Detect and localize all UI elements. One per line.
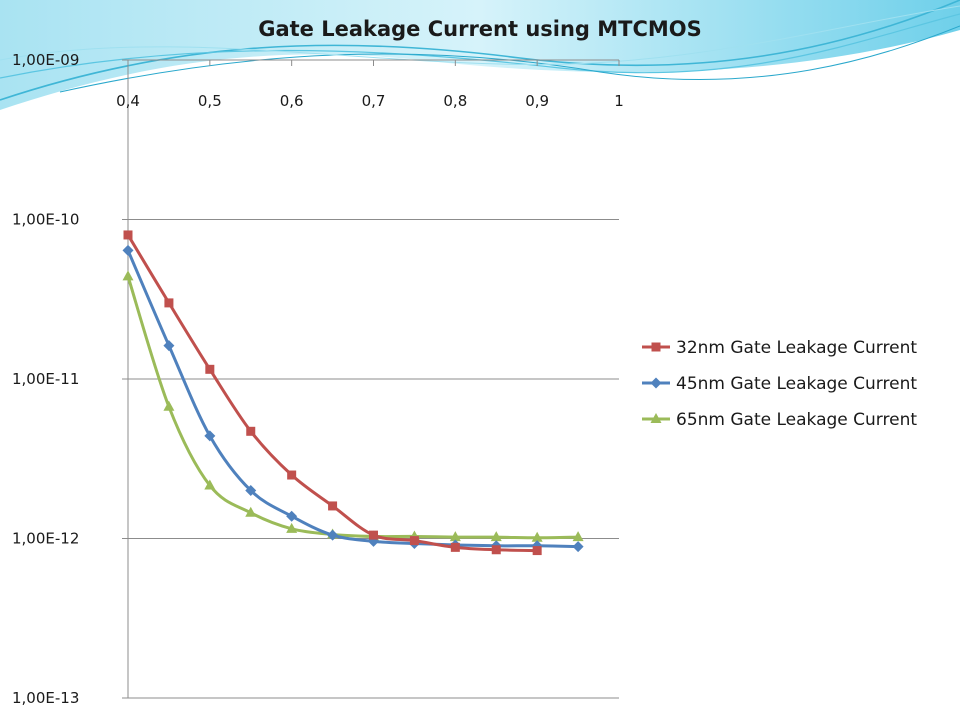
banner-wave-fill — [0, 0, 960, 110]
data-point — [532, 546, 542, 556]
y-tick-label: 1,00E-12 — [12, 530, 79, 548]
legend-item: 32nm Gate Leakage Current — [642, 338, 917, 358]
y-tick-label: 1,00E-13 — [12, 689, 79, 707]
series-65nm — [122, 270, 584, 542]
data-point — [286, 522, 298, 533]
data-point — [449, 531, 461, 542]
legend-marker — [650, 377, 662, 389]
data-point — [205, 364, 215, 374]
data-point — [245, 484, 257, 496]
data-point — [164, 298, 174, 308]
banner-wave-line-2 — [0, 13, 960, 79]
data-point — [328, 501, 338, 511]
axes: 1,00E-09 1,00E-10 1,00E-11 1,00E-12 1,00E-13… — [12, 51, 624, 707]
legend-marker — [650, 413, 662, 423]
data-point — [286, 510, 298, 522]
data-point — [572, 541, 584, 553]
data-point — [204, 430, 216, 442]
data-point — [327, 529, 339, 541]
chart-title: Gate Leakage Current using MTCMOS — [258, 17, 702, 41]
data-point — [287, 470, 297, 480]
data-point — [490, 531, 502, 542]
y-tick-label: 1,00E-11 — [12, 370, 79, 388]
legend-label: 32nm Gate Leakage Current — [676, 338, 917, 358]
data-point — [409, 536, 419, 546]
data-point — [369, 530, 378, 540]
data-point — [122, 270, 134, 281]
data-point — [163, 340, 175, 352]
x-tick-label: 0,4 — [116, 92, 140, 110]
y-tick-label: 1,00E-10 — [12, 211, 79, 229]
data-point — [450, 542, 460, 552]
x-tick-label: 0,8 — [443, 92, 467, 110]
series-32nm — [123, 230, 542, 556]
data-point — [123, 230, 133, 240]
x-tick-label: 0,6 — [280, 92, 304, 110]
data-point — [122, 244, 134, 256]
data-point — [245, 506, 257, 517]
x-tick-label: 0,9 — [525, 92, 549, 110]
data-point — [531, 531, 543, 542]
data-point — [572, 531, 584, 542]
legend-item: 45nm Gate Leakage Current — [642, 374, 917, 394]
gridlines — [122, 59, 619, 699]
legend-item: 65nm Gate Leakage Current — [642, 410, 917, 430]
x-tick-label: 0,7 — [362, 92, 386, 110]
series-line — [126, 248, 580, 549]
legend-label: 65nm Gate Leakage Current — [676, 410, 917, 430]
data-point — [246, 426, 256, 436]
x-tick-label: 0,5 — [198, 92, 222, 110]
data-point — [163, 400, 175, 411]
data-point — [204, 479, 216, 490]
y-tick-label: 1,00E-09 — [12, 51, 79, 69]
banner-wave-line-4 — [0, 5, 960, 66]
series-45nm — [122, 244, 584, 553]
x-tick-label: 1 — [614, 92, 624, 110]
legend-label: 45nm Gate Leakage Current — [676, 374, 917, 394]
data-point — [491, 545, 501, 555]
legend-marker — [651, 342, 661, 352]
series-group — [122, 230, 584, 556]
banner-wave-line-3 — [59, 25, 960, 93]
legend: 32nm Gate Leakage Current 45nm Gate Leaka… — [642, 338, 917, 430]
